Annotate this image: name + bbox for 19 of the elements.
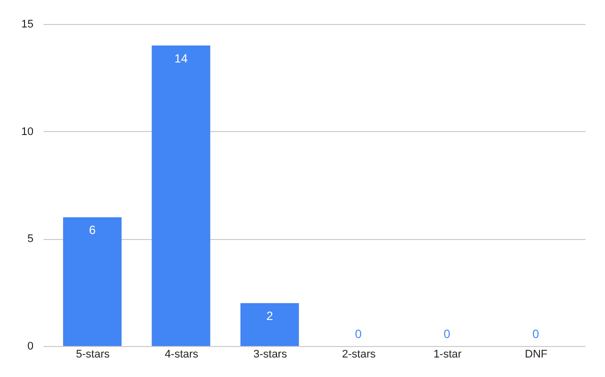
y-tick-label: 15 xyxy=(21,18,34,30)
x-tick-label: 3-stars xyxy=(253,348,288,360)
data-label: 6 xyxy=(88,223,96,238)
data-label: 2 xyxy=(266,309,274,324)
x-tick-label: DNF xyxy=(524,348,548,360)
x-tick-label: 4-stars xyxy=(164,348,199,360)
x-tick-label: 5-stars xyxy=(76,348,110,360)
y-tick-label: 0 xyxy=(27,340,34,352)
data-label: 14 xyxy=(174,51,188,66)
x-tick-label: 1-star xyxy=(433,348,462,360)
data-label: 0 xyxy=(354,327,362,341)
data-label: 0 xyxy=(532,327,540,341)
data-label: 0 xyxy=(444,327,451,341)
bar xyxy=(63,217,122,346)
y-tick-label: 10 xyxy=(21,126,34,138)
bar xyxy=(240,303,299,346)
x-tick-label: 2-stars xyxy=(342,348,376,360)
y-tick-label: 5 xyxy=(27,233,34,246)
bar xyxy=(152,45,210,346)
